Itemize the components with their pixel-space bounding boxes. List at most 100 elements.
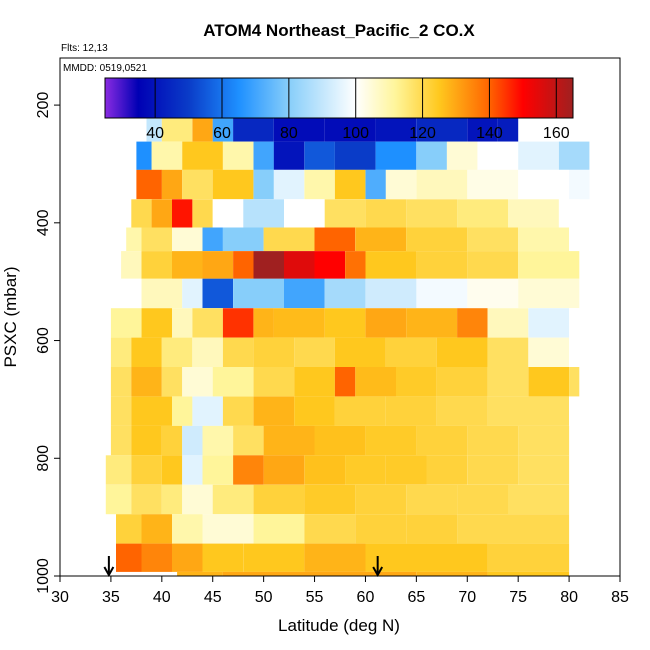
heat-cell [161, 455, 183, 485]
heat-cell [487, 308, 529, 338]
heat-cell [375, 116, 417, 142]
latitude-markers [103, 556, 384, 578]
heat-cell [273, 141, 305, 170]
heat-cell [365, 199, 407, 228]
heat-cell [314, 227, 356, 251]
heat-cell [314, 425, 366, 456]
x-tick-label: 85 [611, 589, 629, 606]
heat-cell [116, 543, 142, 572]
heat-cell [202, 227, 223, 251]
heat-cell [528, 337, 570, 367]
heat-cell [294, 396, 335, 426]
heat-cell [355, 484, 407, 515]
heat-cell [110, 308, 142, 338]
heat-cell [416, 169, 468, 200]
heat-cell [146, 116, 162, 142]
heat-cell [263, 425, 315, 456]
x-tick-label: 65 [407, 589, 425, 606]
heat-cell [110, 337, 132, 367]
heat-cell [365, 425, 417, 456]
heat-cell [161, 116, 193, 142]
heat-cell [192, 116, 213, 142]
heat-cell [416, 425, 468, 456]
heat-cell [182, 169, 213, 200]
heat-cell [385, 169, 417, 200]
heat-cell [233, 455, 264, 485]
heat-cell [136, 141, 152, 170]
heat-cell [467, 116, 498, 142]
heat-cell [253, 514, 305, 544]
heat-cell [161, 367, 183, 397]
heat-cell [273, 308, 325, 338]
x-tick-label: 45 [204, 589, 222, 606]
heat-cell [222, 308, 254, 338]
heat-cell [436, 396, 488, 426]
heat-cell [487, 367, 529, 397]
heat-cell [457, 199, 508, 228]
heat-cell [508, 484, 570, 515]
heat-cell [141, 251, 172, 279]
heat-cell [202, 251, 233, 279]
down-arrow-icon [103, 556, 115, 578]
heat-cell [497, 116, 519, 142]
x-tick-label: 40 [153, 589, 171, 606]
heat-cell [385, 396, 437, 426]
heat-cell [192, 337, 223, 367]
heat-cell [457, 308, 488, 338]
heat-cell [426, 455, 468, 485]
heat-cell [172, 199, 193, 228]
heat-cell [253, 396, 295, 426]
heat-cell [416, 116, 468, 142]
heat-cell [141, 543, 172, 572]
heat-cell [324, 116, 376, 142]
heat-cell [233, 116, 274, 142]
heat-cell [202, 278, 233, 309]
heat-cell [334, 337, 386, 367]
heat-cell [253, 484, 305, 515]
heat-cell [273, 169, 305, 200]
heat-cell [365, 251, 417, 279]
heat-cell [222, 571, 315, 576]
heat-cell [284, 278, 325, 309]
heat-cell [334, 396, 386, 426]
heat-cell [105, 484, 132, 515]
date-annotation: MMDD: 0519,0521 [63, 63, 147, 74]
heat-cell [528, 308, 570, 338]
heat-cell [569, 367, 580, 397]
heat-cell [110, 278, 142, 309]
heat-cell [202, 425, 233, 456]
colorbar: 40 60 80 100 120 140 160 [104, 77, 574, 142]
heat-cell [406, 308, 458, 338]
heat-cell [457, 514, 508, 544]
heat-cell [406, 514, 458, 544]
heat-cell [253, 251, 284, 279]
colorbar-tick-label: 140 [476, 125, 503, 142]
y-tick-label: 600 [35, 327, 52, 354]
heat-cell [467, 455, 519, 485]
heat-cell [467, 251, 519, 279]
flights-annotation: Flts: 12,13 [61, 43, 108, 54]
heat-cell [222, 396, 254, 426]
heat-cell [253, 367, 295, 397]
heat-cell [116, 514, 142, 544]
y-tick-label: 200 [35, 92, 52, 119]
heat-cell [141, 227, 172, 251]
heat-cell [182, 141, 223, 170]
heat-cell [192, 199, 213, 228]
heat-cell [467, 227, 519, 251]
colorbar-gradient [104, 77, 574, 119]
heat-cell [365, 308, 407, 338]
heat-cell [334, 169, 366, 200]
heat-cell [304, 543, 366, 572]
heat-cell [212, 199, 244, 228]
x-axis: 30 35 40 45 50 55 60 65 70 75 80 85 [51, 576, 629, 606]
heat-cell [304, 455, 346, 485]
x-axis-label: Latitude (deg N) [278, 616, 400, 635]
heat-cell [172, 543, 203, 572]
heat-cell [131, 337, 162, 367]
down-arrow-icon [372, 556, 384, 578]
heat-cell [314, 251, 345, 279]
heat-cell [538, 396, 569, 426]
heat-cell [182, 484, 213, 515]
